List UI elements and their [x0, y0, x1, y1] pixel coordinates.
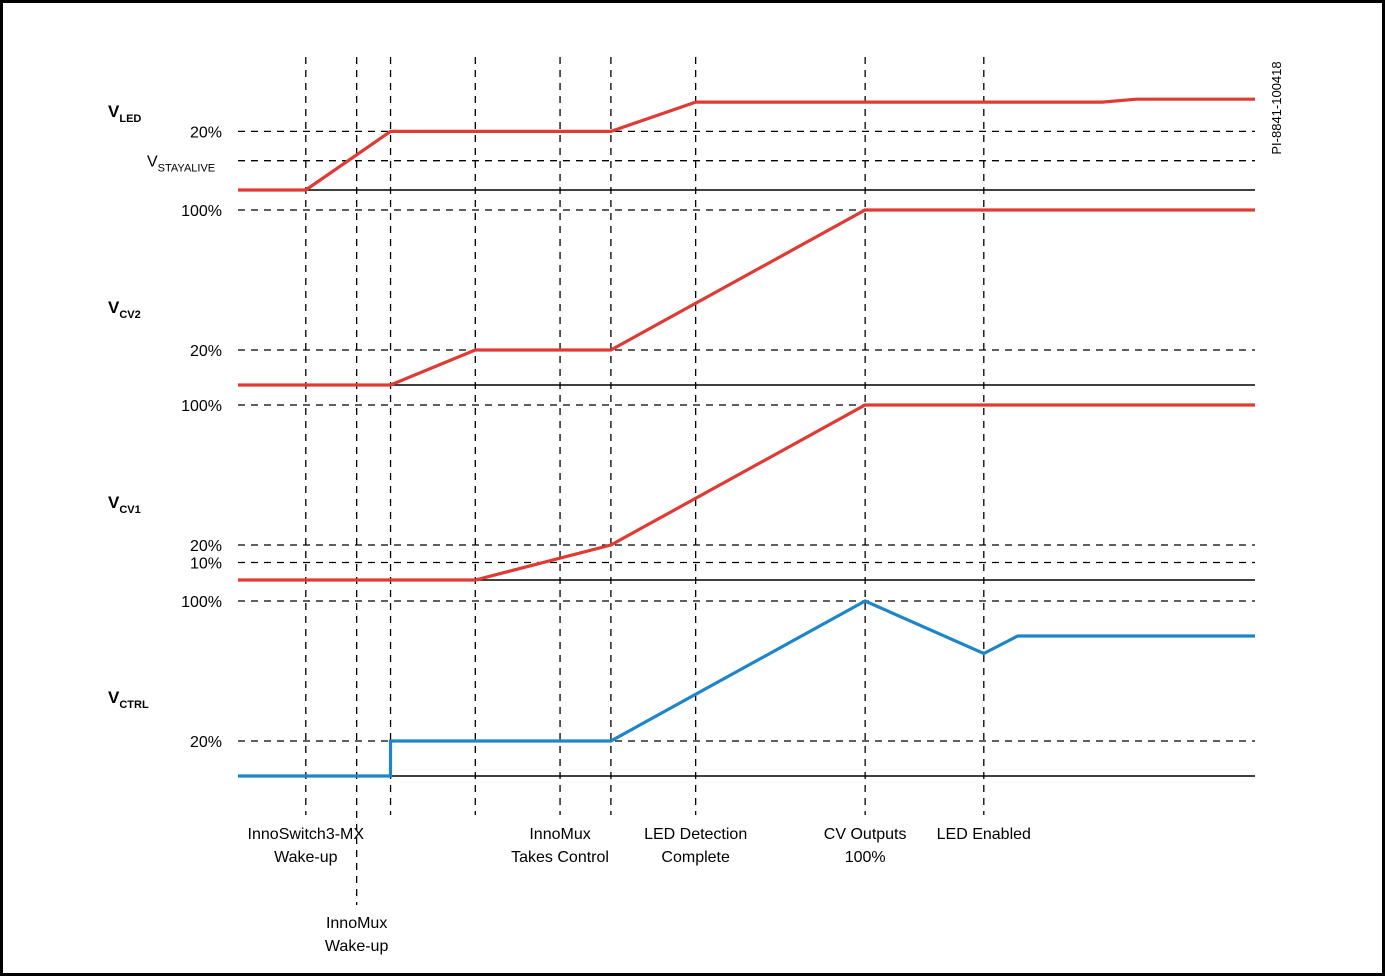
event-label: LED Enabled	[937, 826, 1031, 843]
trace-ctrl	[238, 599, 1255, 778]
event-label: InnoMux	[529, 826, 590, 843]
level-label: 100%	[181, 203, 222, 220]
signal-label-sub: CV1	[119, 504, 140, 516]
signal-label-ctrl: VCTRL	[108, 688, 149, 711]
event-label: InnoMux	[326, 915, 387, 932]
dashed-grid	[238, 57, 1255, 905]
stayalive-sub: STAYALIVE	[158, 163, 215, 175]
signal-label-cv1: VCV1	[108, 493, 141, 516]
event-label: Complete	[661, 849, 730, 866]
stayalive-main: V	[147, 154, 158, 171]
level-label: 20%	[190, 538, 222, 555]
signal-label-sub: LED	[119, 113, 141, 125]
signal-label-main: V	[108, 102, 120, 121]
event-label: LED Detection	[644, 826, 747, 843]
stayalive-label: VSTAYALIVE	[147, 154, 215, 175]
signal-label-main: V	[108, 298, 120, 317]
event-label: Wake-up	[325, 938, 389, 955]
event-label: CV Outputs	[824, 826, 907, 843]
event-label: Takes Control	[511, 849, 609, 866]
level-label: 100%	[181, 398, 222, 415]
signal-label-sub: CV2	[119, 309, 140, 321]
level-label: 20%	[190, 734, 222, 751]
figure-id: PI-8841-100418	[1269, 61, 1284, 154]
signal-traces	[238, 97, 1255, 778]
event-label: Wake-up	[274, 849, 338, 866]
signal-label-main: V	[108, 493, 120, 512]
level-label: 20%	[190, 124, 222, 141]
level-label: 20%	[190, 343, 222, 360]
level-label: 100%	[181, 594, 222, 611]
event-label: 100%	[845, 849, 886, 866]
trace-cv2	[238, 208, 1255, 387]
event-label: InnoSwitch3-MX	[248, 826, 365, 843]
labels: InnoSwitch3-MX Wake-up InnoMux Wake-up InnoM…	[108, 102, 1031, 955]
signal-label-main: V	[108, 688, 120, 707]
trace-cv1	[238, 403, 1255, 582]
signal-label-sub: CTRL	[119, 699, 149, 711]
trace-led	[238, 97, 1255, 192]
signal-label-led: VLED	[108, 102, 141, 125]
signal-label-cv2: VCV2	[108, 298, 141, 321]
level-label: 10%	[190, 556, 222, 573]
